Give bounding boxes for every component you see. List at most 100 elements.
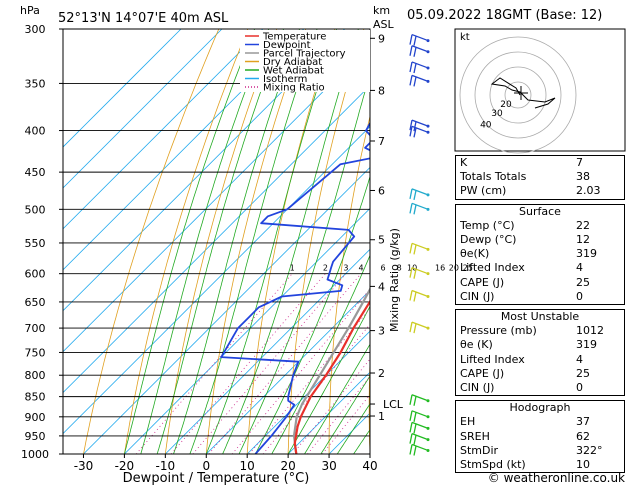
- mixing-ratio-label: 6: [380, 264, 385, 273]
- dry-adiabat-line: [368, 352, 370, 454]
- isotherm-line: [205, 289, 370, 454]
- most-unstable-label: CAPE (J): [460, 366, 505, 380]
- mixing-ratio-axis-title: Mixing Ratio (g/kg): [388, 228, 401, 332]
- isotherm-line: [63, 29, 305, 271]
- legend-entry: Wet Adiabat: [263, 66, 324, 77]
- wind-barb-flag: [409, 290, 413, 301]
- surface-block: Surface Temp (°C) 22 Dewp (°C) 12 θe(K) 319 Li…: [455, 203, 625, 306]
- pressure-tick-label: 550: [25, 237, 46, 250]
- wind-barb: [409, 289, 430, 302]
- wind-barb-flag: [409, 203, 413, 214]
- surface-title: Surface: [519, 204, 561, 218]
- wind-barb-dot: [426, 50, 430, 54]
- wind-barb-flag: [413, 47, 417, 57]
- wind-barb-dot: [426, 415, 430, 419]
- mixing-ratio-label: 3: [343, 264, 348, 273]
- plot-frame: [62, 28, 371, 455]
- mixing-ratio-label: 1: [290, 264, 295, 273]
- most-unstable-value: 0: [576, 381, 583, 395]
- pressure-tick-label: 900: [25, 411, 46, 424]
- temperature-tick-label: -30: [74, 459, 94, 473]
- wet-adiabat-line: [320, 375, 370, 454]
- surface-row: θe(K) 319: [456, 247, 624, 261]
- location-title: 52°13'N 14°07'E 40m ASL: [58, 11, 229, 26]
- pressure-tick-label: 650: [25, 296, 46, 309]
- pressure-tick-label: 500: [25, 203, 46, 216]
- altitude-tick-label: 6: [378, 185, 385, 198]
- isotherm-line: [63, 29, 264, 230]
- temperature-tick-label: 0: [202, 459, 210, 473]
- datetime-title: 05.09.2022 18GMT (Base: 12): [407, 8, 602, 23]
- hodograph-trace: [490, 77, 556, 109]
- hodograph-ring-label: 40: [480, 120, 492, 130]
- wind-barb-dot: [426, 399, 430, 403]
- hodograph-ring: [489, 66, 547, 124]
- copyright-footer: © weatheronline.co.uk: [488, 471, 625, 485]
- legend-entry: Isotherm: [263, 74, 307, 85]
- wind-barb: [409, 421, 430, 434]
- wind-barb-staff: [411, 119, 429, 127]
- most-unstable-label: Lifted Index: [460, 352, 525, 366]
- index-value: 38: [576, 170, 590, 184]
- wind-barb-dot: [426, 124, 430, 128]
- index-label: Totals Totals: [460, 170, 527, 184]
- hodograph-ring-label: 30: [491, 109, 503, 119]
- wind-barb: [409, 45, 430, 57]
- wind-barb: [409, 410, 430, 422]
- mixing-ratio-label: 20: [449, 264, 459, 273]
- surface-label: Dewp (°C): [460, 233, 517, 247]
- mixing-ratio-line: [170, 273, 326, 454]
- hodograph-table-block: Hodograph EH 37 SREH 62 StmDir 322° StmSpd (kt…: [455, 400, 625, 474]
- hodograph-param-row: EH 37: [456, 415, 624, 429]
- surface-value: 0: [576, 289, 583, 303]
- most-unstable-value: 319: [576, 338, 597, 352]
- wind-barb-staff: [411, 432, 429, 441]
- mixing-ratio-label: 2: [323, 264, 328, 273]
- legend-entry: Dewpoint: [263, 40, 311, 51]
- temperature-tick-label: 30: [321, 459, 336, 473]
- wet-adiabat-line: [124, 29, 255, 454]
- hodograph-ring-label: 20: [500, 100, 512, 110]
- legend-entry: Parcel Trajectory: [263, 49, 346, 60]
- pressure-tick-label: 800: [25, 369, 46, 382]
- temperature-curve: [293, 299, 370, 454]
- wind-barb: [409, 267, 430, 279]
- wind-barbs: [409, 33, 430, 456]
- hodograph-param-row: SREH 62: [456, 430, 624, 444]
- surface-row: Temp (°C) 22: [456, 219, 624, 233]
- most-unstable-row: CAPE (J) 25: [456, 367, 624, 381]
- wind-barb-flag: [409, 444, 413, 455]
- temperature-tick-label: 20: [280, 459, 295, 473]
- wind-barb-flag: [409, 188, 413, 200]
- wind-barb-staff: [411, 242, 429, 250]
- x-axis-title: Dewpoint / Temperature (°C): [123, 471, 310, 486]
- pressure-tick-label: 450: [25, 166, 46, 179]
- wind-barb-flag: [409, 61, 413, 73]
- dry-adiabat-line: [408, 29, 451, 454]
- indices-panel: K 7 Totals Totals 38 PW (cm) 2.03 Surface Tem…: [455, 155, 625, 477]
- mixing-ratio-label: 25: [463, 264, 473, 273]
- hodograph-param-value: 10: [576, 458, 590, 472]
- wet-adiabat-line: [304, 343, 370, 454]
- wind-barb-flag: [409, 410, 413, 421]
- altitude-tick-label: 8: [378, 84, 385, 97]
- index-row: Totals Totals 38: [456, 170, 624, 184]
- wind-barb-flag: [413, 121, 417, 132]
- isotherm-line: [246, 330, 370, 454]
- isotherm-line: [63, 29, 223, 189]
- hodograph-param-label: SREH: [460, 429, 490, 443]
- altitude-tick-label: 7: [378, 135, 385, 148]
- parcel-curve: [292, 286, 370, 454]
- wind-barb-flag: [409, 126, 413, 137]
- wind-barb-staff: [411, 443, 429, 452]
- temperature-tick-label: -10: [155, 459, 175, 473]
- wind-barb-staff: [411, 125, 429, 133]
- surface-row: Lifted Index 4: [456, 261, 624, 275]
- wind-barb-flag: [413, 127, 417, 138]
- hodograph-param-row: StmSpd (kt) 10: [456, 458, 624, 472]
- mixing-ratio-labels: 12346810162025: [290, 264, 473, 273]
- temperature-tick-label: 40: [362, 459, 377, 473]
